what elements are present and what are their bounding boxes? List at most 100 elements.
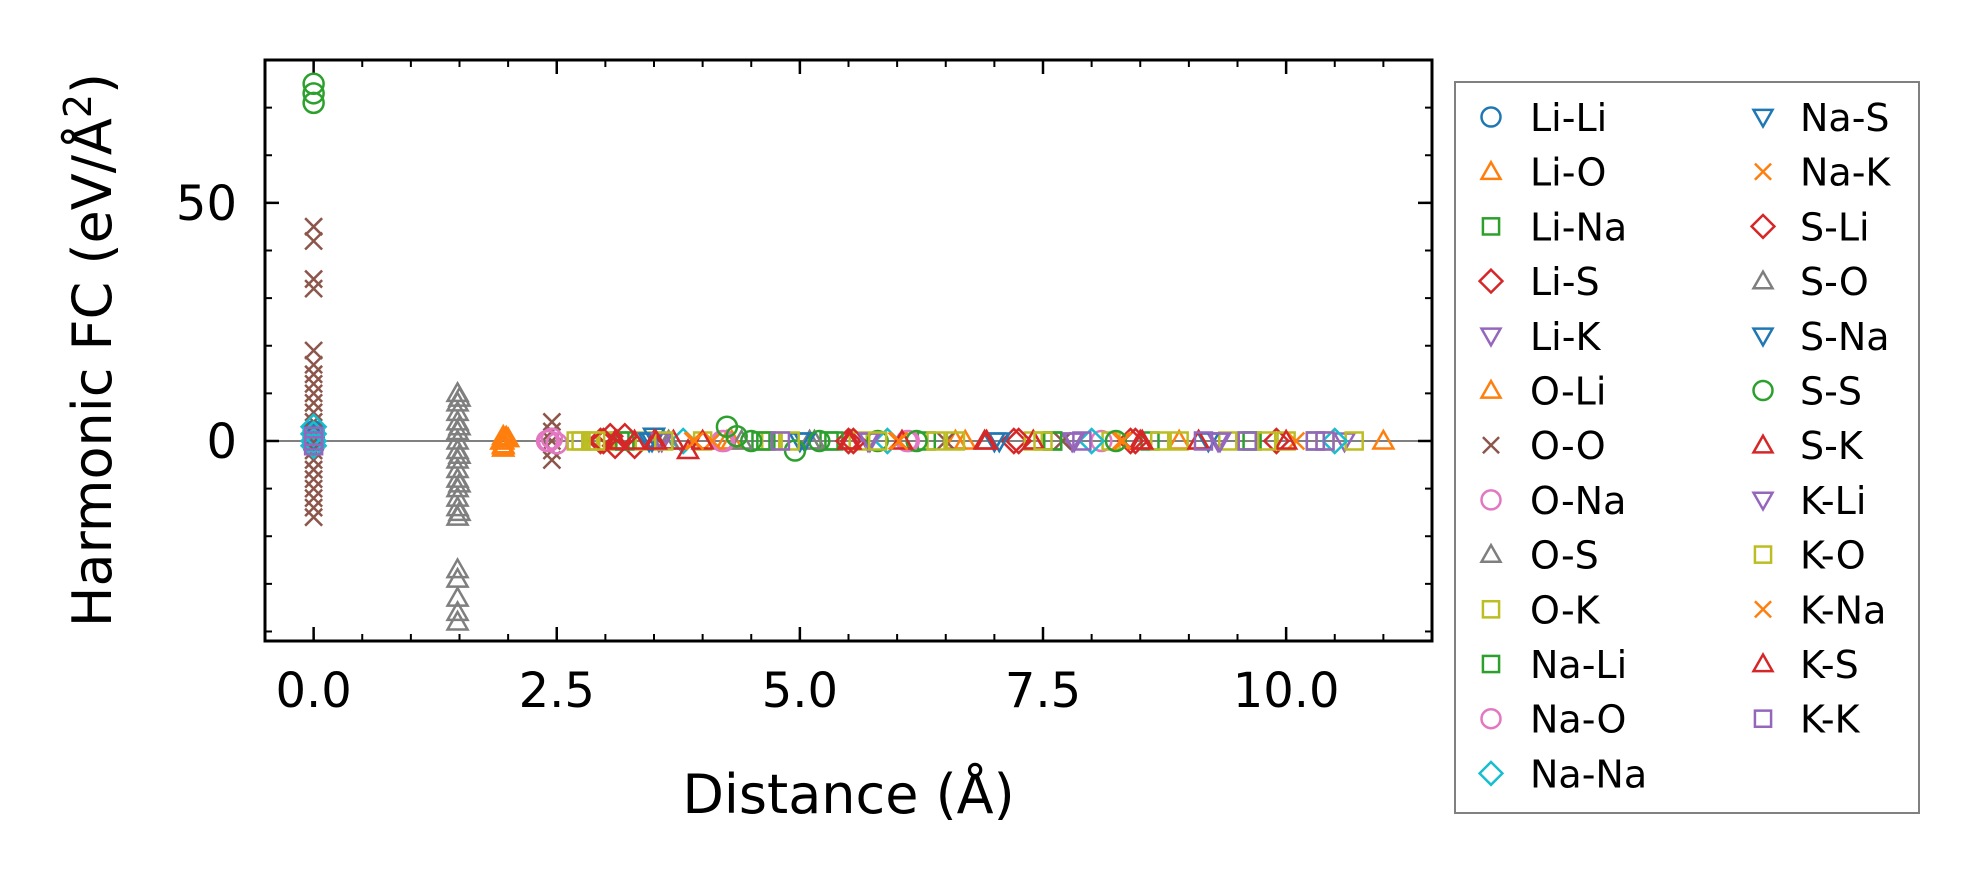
- data-point-o-o: [542, 412, 562, 432]
- data-point-li-o: [1371, 428, 1396, 450]
- data-point-na-o: [537, 429, 561, 453]
- data-point-k-na: [889, 431, 909, 451]
- data-point-o-li: [494, 424, 519, 446]
- data-point-o-k: [1169, 431, 1189, 451]
- data-point-k-k: [1193, 431, 1214, 451]
- data-point-o-o: [304, 355, 324, 375]
- data-point-o-na: [540, 427, 564, 450]
- data-point-s-s: [808, 429, 831, 453]
- data-point-k-o: [1149, 431, 1170, 451]
- data-point-k-s: [974, 428, 999, 450]
- legend-marker-li-na: [1481, 217, 1501, 236]
- data-points: [299, 72, 1396, 631]
- data-point-o-o: [304, 403, 324, 422]
- data-point-na-k: [1111, 431, 1131, 451]
- data-point-o-s: [445, 599, 470, 622]
- data-point-o-o: [304, 231, 324, 251]
- data-point-o-o: [304, 383, 324, 403]
- legend-marker-li-k: [1479, 327, 1503, 348]
- data-point-na-k: [683, 431, 703, 451]
- data-point-o-s: [445, 609, 470, 631]
- legend-label-o-o: O-O: [1530, 424, 1606, 468]
- data-point-o-s: [445, 557, 470, 579]
- data-point-o-o: [304, 507, 324, 527]
- legend-label-li-na: Li-Na: [1530, 205, 1627, 249]
- legend-marker-s-li: [1749, 213, 1777, 240]
- data-point-o-o: [304, 364, 324, 384]
- data-point-o-s: [445, 585, 470, 607]
- legend-label-li-s: Li-S: [1530, 260, 1600, 304]
- data-point-s-s: [725, 424, 748, 448]
- legend-marker-o-s: [1479, 542, 1503, 563]
- y-axis-label-base: Harmonic FC (eV/Å: [60, 118, 124, 627]
- data-point-s-li: [1004, 427, 1033, 455]
- data-point-k-k: [303, 435, 324, 456]
- legend-label-s-s: S-S: [1800, 370, 1862, 414]
- data-point-o-o: [304, 460, 324, 479]
- data-point-k-k: [1315, 431, 1335, 451]
- legend-marker-k-k: [1753, 709, 1773, 729]
- data-point-k-k: [1072, 431, 1092, 451]
- data-point-k-s: [604, 428, 630, 450]
- data-point-s-o: [447, 499, 472, 522]
- legend-label-s-k: S-K: [1800, 424, 1864, 468]
- legend-marker-na-na: [1477, 760, 1505, 787]
- data-point-o-o: [304, 479, 324, 498]
- legend-label-na-o: Na-O: [1530, 698, 1626, 742]
- y-tick-label: 50: [176, 176, 237, 232]
- data-point-k-na: [685, 431, 705, 451]
- data-point-s-s: [866, 429, 889, 453]
- legend-label-k-o: K-O: [1800, 534, 1866, 578]
- data-point-na-k: [702, 431, 722, 451]
- x-axis-label: Distance (Å): [682, 762, 1014, 826]
- legend-marker-li-s: [1477, 267, 1505, 295]
- legend-marker-s-s: [1752, 379, 1774, 402]
- data-point-k-o: [945, 431, 966, 451]
- x-tick-label: 2.5: [519, 663, 595, 719]
- data-point-o-o: [304, 341, 324, 360]
- legend-marker-s-k: [1751, 433, 1775, 454]
- data-point-o-o: [304, 374, 324, 394]
- data-point-k-o: [585, 431, 606, 451]
- legend-label-li-li: Li-Li: [1530, 96, 1607, 140]
- y-axis-label: Harmonic FC (eV/Å2): [56, 73, 124, 627]
- legend-marker-s-na: [1751, 327, 1775, 348]
- legend: Li-Li Li-O Li-Na Li-S Li-K O-Li O-O O-Na O-S O-K N…: [1454, 81, 1920, 814]
- legend-label-s-li: S-Li: [1800, 205, 1870, 249]
- axes: [263, 58, 1434, 643]
- legend-label-na-na: Na-Na: [1530, 752, 1647, 796]
- data-point-s-s: [302, 91, 325, 115]
- legend-label-k-na: K-Na: [1800, 588, 1886, 632]
- data-point-k-s: [643, 428, 669, 450]
- legend-marker-k-o: [1753, 545, 1773, 564]
- legend-marker-na-li: [1481, 654, 1501, 674]
- data-point-s-s: [302, 82, 325, 105]
- legend-marker-o-na: [1480, 489, 1502, 511]
- data-point-k-na: [1113, 431, 1133, 451]
- data-point-s-k: [1273, 428, 1299, 450]
- legend-marker-o-li: [1479, 378, 1503, 399]
- data-point-na-li: [756, 431, 776, 451]
- data-point-li-li: [302, 434, 325, 457]
- data-point-o-o: [304, 469, 324, 489]
- legend-box: [1454, 81, 1920, 814]
- legend-label-k-li: K-Li: [1800, 479, 1866, 523]
- x-tick-label: 10.0: [1233, 663, 1340, 719]
- data-point-li-s: [834, 427, 863, 455]
- legend-label-k-k: K-K: [1800, 698, 1861, 742]
- legend-marker-li-o: [1479, 159, 1503, 181]
- legend-label-li-k: Li-K: [1530, 315, 1601, 359]
- legend-label-s-o: S-O: [1800, 260, 1869, 304]
- legend-label-na-k: Na-K: [1800, 151, 1891, 195]
- data-point-k-k: [770, 431, 791, 451]
- legend-marker-o-k: [1481, 599, 1501, 619]
- data-point-k-o: [1256, 431, 1277, 451]
- data-point-na-na: [299, 412, 328, 441]
- legend-marker-li-li: [1480, 106, 1502, 128]
- axis-labels: 0.0 2.5 5.0 7.5 10.0 0 50 Distance (Å) Harmonic …: [56, 73, 1340, 826]
- data-point-k-k: [1237, 431, 1257, 451]
- legend-label-li-o: Li-O: [1530, 151, 1606, 195]
- data-point-k-li: [1207, 432, 1233, 454]
- data-point-s-o: [447, 442, 472, 465]
